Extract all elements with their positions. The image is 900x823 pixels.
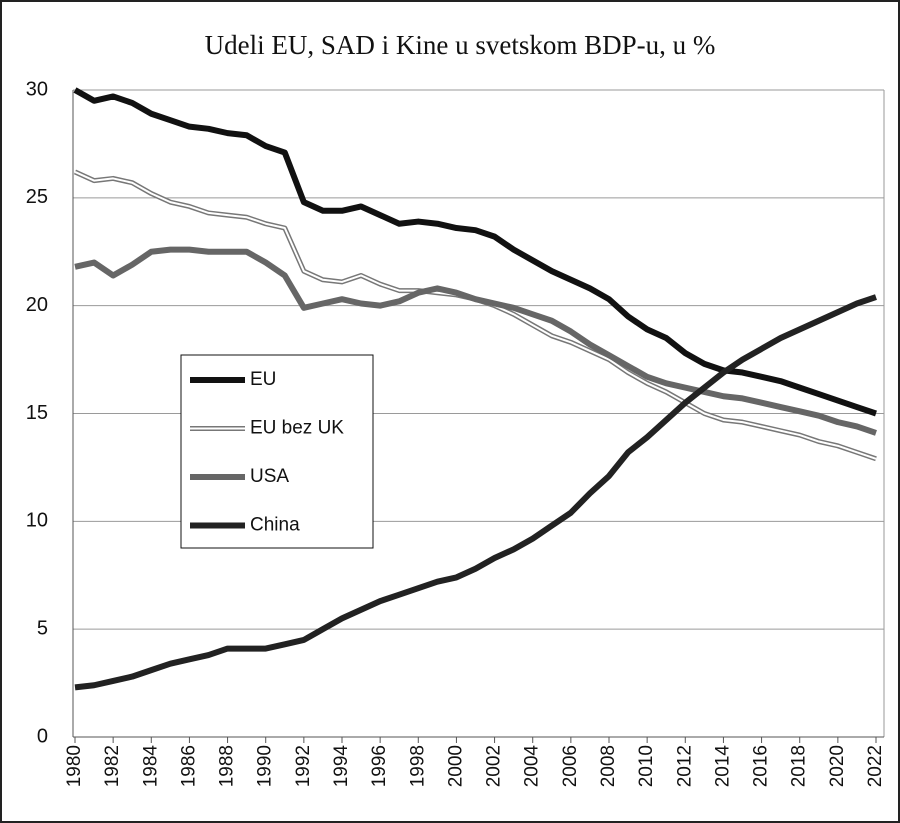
line-3: [74, 294, 877, 691]
x-tick-label: 1984: [140, 745, 161, 788]
x-tick-label: 1998: [407, 745, 428, 787]
x-tick-label: 1990: [255, 745, 276, 787]
grid: 0 5 10 15 20 25 30 1980 1982 1984 1986 1988 1990 1992…: [26, 78, 886, 787]
line-2: [74, 246, 877, 436]
x-tick-label: 2000: [445, 745, 466, 787]
x-tick-label: 2006: [560, 745, 581, 787]
y-tick-label: 5: [37, 617, 48, 639]
x-tick-label: 2020: [827, 745, 848, 787]
x-tick-label: 1980: [64, 745, 85, 787]
y-tick-label: 25: [26, 186, 48, 208]
y-tick-label: 20: [26, 294, 48, 316]
x-tick-label: 1994: [331, 745, 352, 788]
legend-label: China: [250, 515, 300, 536]
y-tick-label: 15: [26, 402, 48, 424]
y-tick-label: 10: [26, 510, 48, 532]
x-tick-label: 1982: [102, 745, 123, 787]
legend-label: EU: [250, 369, 276, 390]
x-tick-label: 1986: [178, 745, 199, 787]
legend: EU EU bez UK USA China: [180, 354, 374, 549]
x-tick-label: 1992: [293, 745, 314, 787]
y-tick-label: 30: [26, 78, 48, 100]
lines: [73, 87, 877, 691]
legend-label: EU bez UK: [250, 418, 344, 439]
x-tick-label: 2022: [865, 745, 886, 787]
x-tick-label: 2002: [484, 745, 505, 787]
x-tick-label: 1996: [369, 745, 390, 787]
legend-label: USA: [250, 466, 289, 487]
x-tick-label: 1988: [217, 745, 238, 787]
x-tick-label: 2018: [789, 745, 810, 787]
x-tick-label: 2008: [598, 745, 619, 787]
line-0: [73, 87, 877, 417]
x-tick-label: 2016: [751, 745, 772, 787]
y-tick-label: 0: [37, 725, 48, 747]
x-tick-label: 2014: [712, 745, 733, 788]
x-tick-label: 2010: [636, 745, 657, 787]
x-tick-label: 2012: [674, 745, 695, 787]
legend-box: [180, 354, 374, 549]
chart-title: Udeli EU, SAD i Kine u svetskom BDP-u, u…: [205, 30, 716, 60]
x-tick-label: 2004: [522, 745, 543, 788]
